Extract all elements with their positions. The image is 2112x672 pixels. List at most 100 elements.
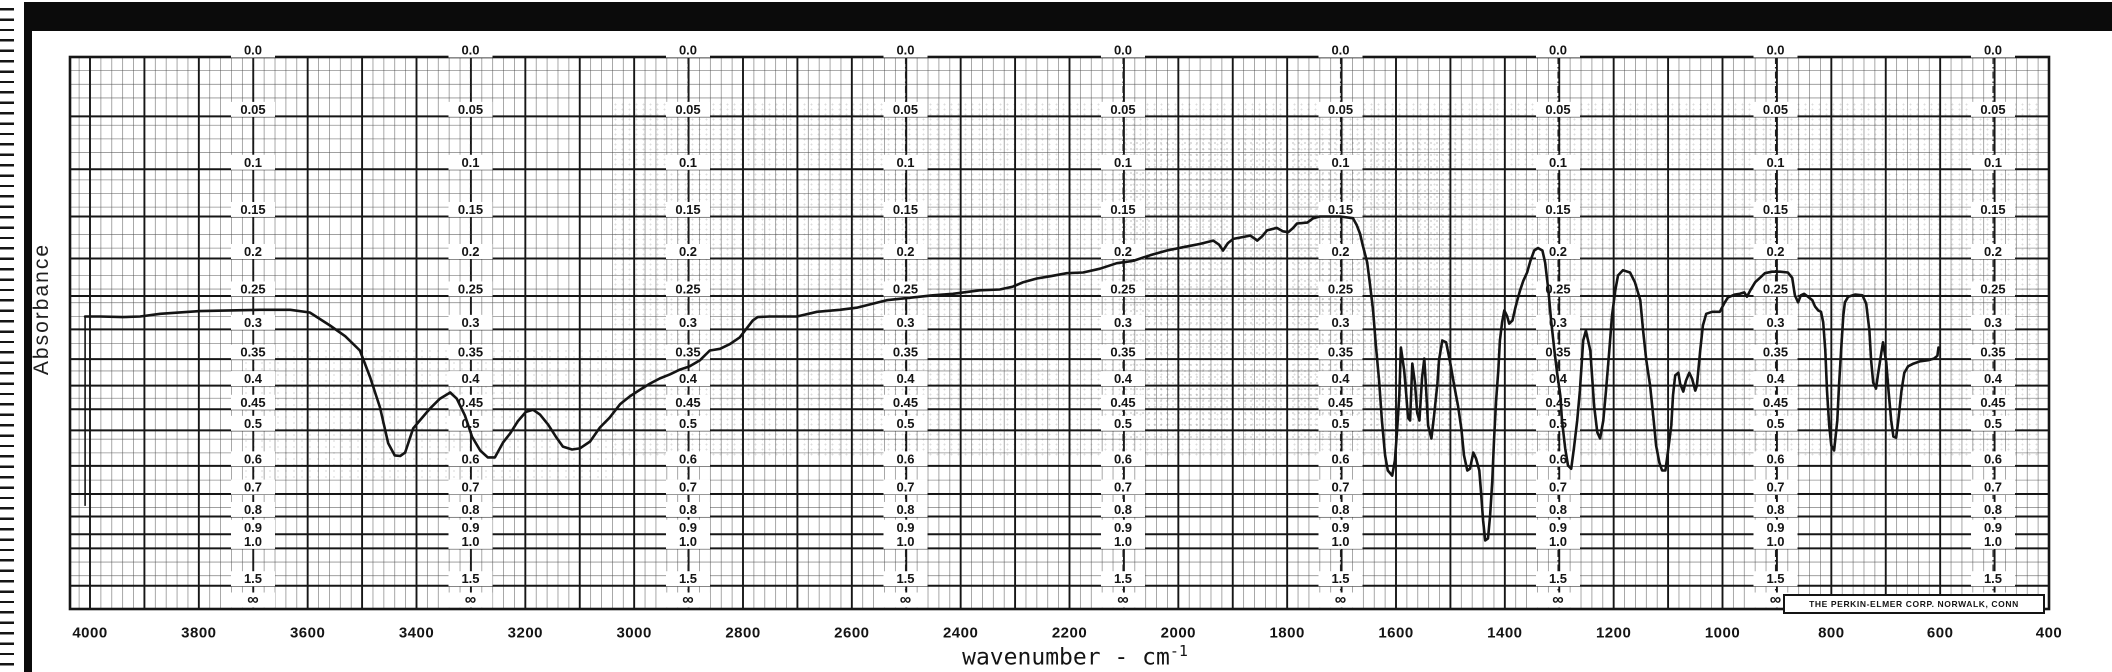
absorbance-scale-label: 0.2 xyxy=(1766,244,1784,259)
absorbance-label-bg xyxy=(448,314,493,330)
absorbance-label-bg xyxy=(1536,415,1580,431)
x-axis-tick-label: 3000 xyxy=(616,625,651,642)
absorbance-scale-label: 0.25 xyxy=(1545,281,1570,296)
absorbance-scale-label: 0.3 xyxy=(679,315,697,330)
absorbance-label-bg xyxy=(231,501,275,517)
absorbance-scale-label: 0.3 xyxy=(1984,315,2002,330)
absorbance-label-bg xyxy=(883,154,928,170)
absorbance-scale-label: 0.7 xyxy=(679,480,697,495)
absorbance-label-bg xyxy=(883,42,928,58)
absorbance-label-bg xyxy=(1536,451,1580,467)
absorbance-label-bg xyxy=(883,101,928,117)
absorbance-scale-label: 0.7 xyxy=(896,480,914,495)
absorbance-label-bg xyxy=(1318,201,1363,217)
absorbance-label-bg xyxy=(883,533,928,549)
absorbance-scale-label: 0.2 xyxy=(1984,244,2002,259)
absorbance-label-bg xyxy=(666,314,710,330)
absorbance-scale-label: 1.0 xyxy=(1114,534,1132,549)
absorbance-label-bg xyxy=(1536,201,1580,217)
absorbance-label-bg xyxy=(231,42,275,58)
absorbance-scale-label: 0.1 xyxy=(1331,155,1349,170)
x-axis-tick-label: 3600 xyxy=(290,625,325,642)
absorbance-scale-label: 0.25 xyxy=(675,281,700,296)
absorbance-label-bg xyxy=(1753,281,1798,297)
absorbance-scale-label: 0.4 xyxy=(896,371,915,386)
absorbance-scale-label: 0.35 xyxy=(1545,345,1570,360)
absorbance-label-bg xyxy=(666,101,710,117)
absorbance-label-bg xyxy=(1101,243,1145,259)
absorbance-scale-label: 0.4 xyxy=(1331,371,1350,386)
absorbance-scale-label: 1.5 xyxy=(679,571,697,586)
absorbance-label-bg xyxy=(1536,344,1580,360)
absorbance-scale-label: 0.3 xyxy=(1331,315,1349,330)
absorbance-scale-label: 0.1 xyxy=(679,155,697,170)
absorbance-scale-label: 0.05 xyxy=(1763,102,1788,117)
absorbance-scale-label: 0.8 xyxy=(461,502,479,517)
absorbance-label-bg xyxy=(448,415,493,431)
absorbance-label-bg xyxy=(1971,314,2015,330)
absorbance-scale-label: 0.4 xyxy=(461,371,480,386)
absorbance-label-bg xyxy=(1971,394,2015,410)
absorbance-label-bg xyxy=(1971,415,2015,431)
absorbance-scale-label: 0.45 xyxy=(458,395,483,410)
absorbance-label-bg xyxy=(883,592,928,608)
absorbance-scale-label: 0.2 xyxy=(461,244,479,259)
absorbance-label-bg xyxy=(1753,314,1798,330)
absorbance-scale-label: 0.0 xyxy=(1984,43,2002,58)
absorbance-label-bg xyxy=(448,154,493,170)
absorbance-scale-label: 0.35 xyxy=(893,345,918,360)
x-axis-tick-label: 3200 xyxy=(508,625,543,642)
absorbance-label-bg xyxy=(231,451,275,467)
absorbance-label-bg xyxy=(448,281,493,297)
absorbance-scale-label: 0.1 xyxy=(1984,155,2002,170)
absorbance-label-bg xyxy=(1318,281,1363,297)
absorbance-label-bg xyxy=(231,314,275,330)
absorbance-scale-label: 0.0 xyxy=(1766,43,1784,58)
absorbance-scale-label: 0.5 xyxy=(1766,416,1784,431)
absorbance-label-bg xyxy=(1101,154,1145,170)
absorbance-scale-label: 1.5 xyxy=(1984,571,2002,586)
absorbance-scale-label: 0.6 xyxy=(1984,451,2002,466)
absorbance-scale-label: 0.8 xyxy=(244,502,262,517)
absorbance-scale-label: 0.5 xyxy=(1114,416,1132,431)
absorbance-label-bg xyxy=(1536,243,1580,259)
absorbance-label-bg xyxy=(1971,371,2015,387)
absorbance-scale-label: 0.25 xyxy=(1980,281,2005,296)
absorbance-label-bg xyxy=(666,479,710,495)
absorbance-scale-label: 0.2 xyxy=(679,244,697,259)
x-axis-tick-label: 3400 xyxy=(399,625,434,642)
absorbance-scale-label: 0.8 xyxy=(679,502,697,517)
absorbance-label-bg xyxy=(1101,519,1145,535)
absorbance-label-bg xyxy=(1753,394,1798,410)
absorbance-scale-label: 0.8 xyxy=(1549,502,1567,517)
x-axis-tick-label: 1600 xyxy=(1378,625,1413,642)
absorbance-label-bg xyxy=(448,533,493,549)
absorbance-scale-label: 0.15 xyxy=(458,202,483,217)
absorbance-label-bg xyxy=(1753,344,1798,360)
absorbance-scale-label: 0.9 xyxy=(896,520,914,535)
absorbance-scale-label: 1.0 xyxy=(461,534,479,549)
x-axis-tick-label: 600 xyxy=(1927,625,1954,642)
absorbance-scale-label: 0.5 xyxy=(1331,416,1349,431)
manufacturer-stamp: THE PERKIN-ELMER CORP. NORWALK, CONN xyxy=(1783,594,2045,614)
absorbance-scale-label: 0.2 xyxy=(1114,244,1132,259)
absorbance-scale-label: 0.05 xyxy=(240,102,265,117)
absorbance-scale-label: 0.15 xyxy=(893,202,918,217)
absorbance-label-bg xyxy=(1536,154,1580,170)
absorbance-scale-label: 1.0 xyxy=(896,534,914,549)
absorbance-scale-label: ∞ xyxy=(900,592,911,609)
absorbance-scale-label: 0.3 xyxy=(1549,315,1567,330)
absorbance-label-bg xyxy=(666,519,710,535)
absorbance-scale-label: 0.05 xyxy=(893,102,918,117)
absorbance-scale-label: 0.6 xyxy=(461,451,479,466)
absorbance-scale-label: 1.5 xyxy=(461,571,479,586)
absorbance-label-bg xyxy=(231,243,275,259)
absorbance-label-bg xyxy=(883,571,928,587)
absorbance-label-bg xyxy=(1971,344,2015,360)
absorbance-scale-label: 0.6 xyxy=(679,451,697,466)
absorbance-label-bg xyxy=(448,479,493,495)
absorbance-label-bg xyxy=(666,42,710,58)
absorbance-label-bg xyxy=(666,533,710,549)
absorbance-scale-label: 1.0 xyxy=(1766,534,1784,549)
absorbance-scale-label: 0.2 xyxy=(1549,244,1567,259)
